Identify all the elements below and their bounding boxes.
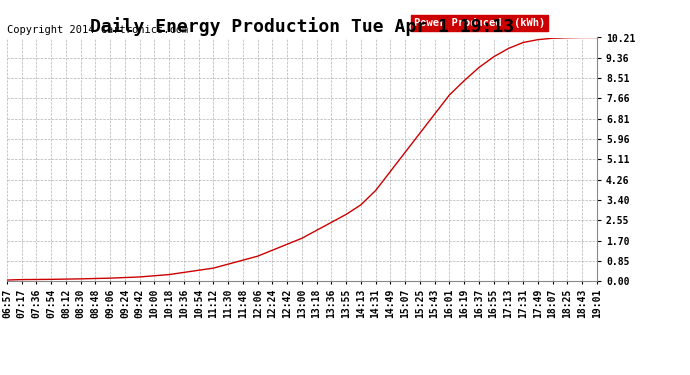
Text: Power Produced  (kWh): Power Produced (kWh) (414, 18, 545, 28)
Title: Daily Energy Production Tue Apr 1 19:13: Daily Energy Production Tue Apr 1 19:13 (90, 17, 514, 36)
Text: Copyright 2014 Cartronics.com: Copyright 2014 Cartronics.com (7, 25, 188, 35)
